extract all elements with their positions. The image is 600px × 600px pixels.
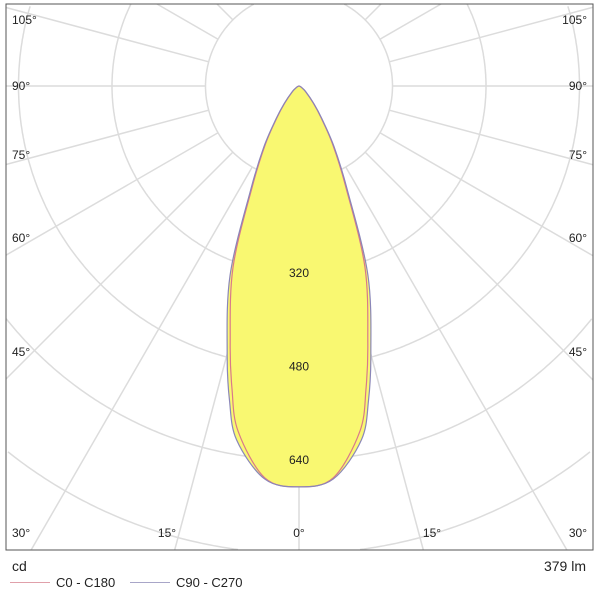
grid-spoke xyxy=(216,3,234,21)
legend-label-c90: C90 - C270 xyxy=(176,575,243,590)
angle-label-left: 75° xyxy=(12,148,30,162)
legend-line-c0 xyxy=(10,582,50,583)
radial-tick-label: 480 xyxy=(289,360,309,374)
grid-spoke xyxy=(389,6,594,63)
grid-ring xyxy=(299,318,593,461)
grid-ring xyxy=(359,451,591,551)
grid-spoke xyxy=(5,151,234,380)
angle-label-right: 45° xyxy=(569,345,587,359)
angle-label-bottom: 0° xyxy=(293,526,305,540)
grid-spoke xyxy=(30,166,253,551)
grid-spoke xyxy=(364,3,382,21)
curve-fill xyxy=(230,86,368,487)
grid-spoke xyxy=(379,3,442,40)
grid-spoke xyxy=(5,132,219,256)
angle-label-right: 105° xyxy=(562,13,587,27)
unit-label: cd xyxy=(12,558,27,574)
legend-item-c90: C90 - C270 xyxy=(130,575,242,590)
grid-ring xyxy=(299,6,581,368)
angle-label-left: 45° xyxy=(12,345,30,359)
grid xyxy=(5,3,594,551)
grid-spoke xyxy=(156,3,219,40)
angle-label-bottom: 15° xyxy=(423,526,441,540)
grid-spoke xyxy=(5,6,209,63)
grid-spoke xyxy=(379,132,594,257)
grid-ring xyxy=(7,451,239,551)
grid-spoke xyxy=(345,166,568,551)
angle-label-right: 60° xyxy=(569,231,587,245)
grid-ring xyxy=(5,318,299,461)
angle-label-right: 30° xyxy=(569,526,587,540)
legend-item-c0: C0 - C180 xyxy=(10,575,115,590)
radial-tick-label: 320 xyxy=(289,266,309,280)
grid-ring xyxy=(17,6,299,368)
curve-c90-c270 xyxy=(226,85,372,488)
legend-label-c0: C0 - C180 xyxy=(56,575,116,590)
angle-label-left: 90° xyxy=(12,79,30,93)
angle-label-left: 60° xyxy=(12,231,30,245)
grid-spoke xyxy=(364,151,594,381)
radial-tick-label: 640 xyxy=(289,453,309,467)
angle-label-right: 90° xyxy=(569,79,587,93)
angle-label-bottom: 15° xyxy=(158,526,176,540)
angle-label-left: 105° xyxy=(12,13,37,27)
angle-label-right: 75° xyxy=(569,148,587,162)
angle-label-left: 30° xyxy=(12,526,30,540)
grid-spoke xyxy=(5,109,209,166)
chart-frame xyxy=(5,3,594,551)
grid-spoke xyxy=(389,109,594,166)
flux-label: 379 lm xyxy=(543,558,586,574)
legend-line-c90 xyxy=(130,582,170,583)
